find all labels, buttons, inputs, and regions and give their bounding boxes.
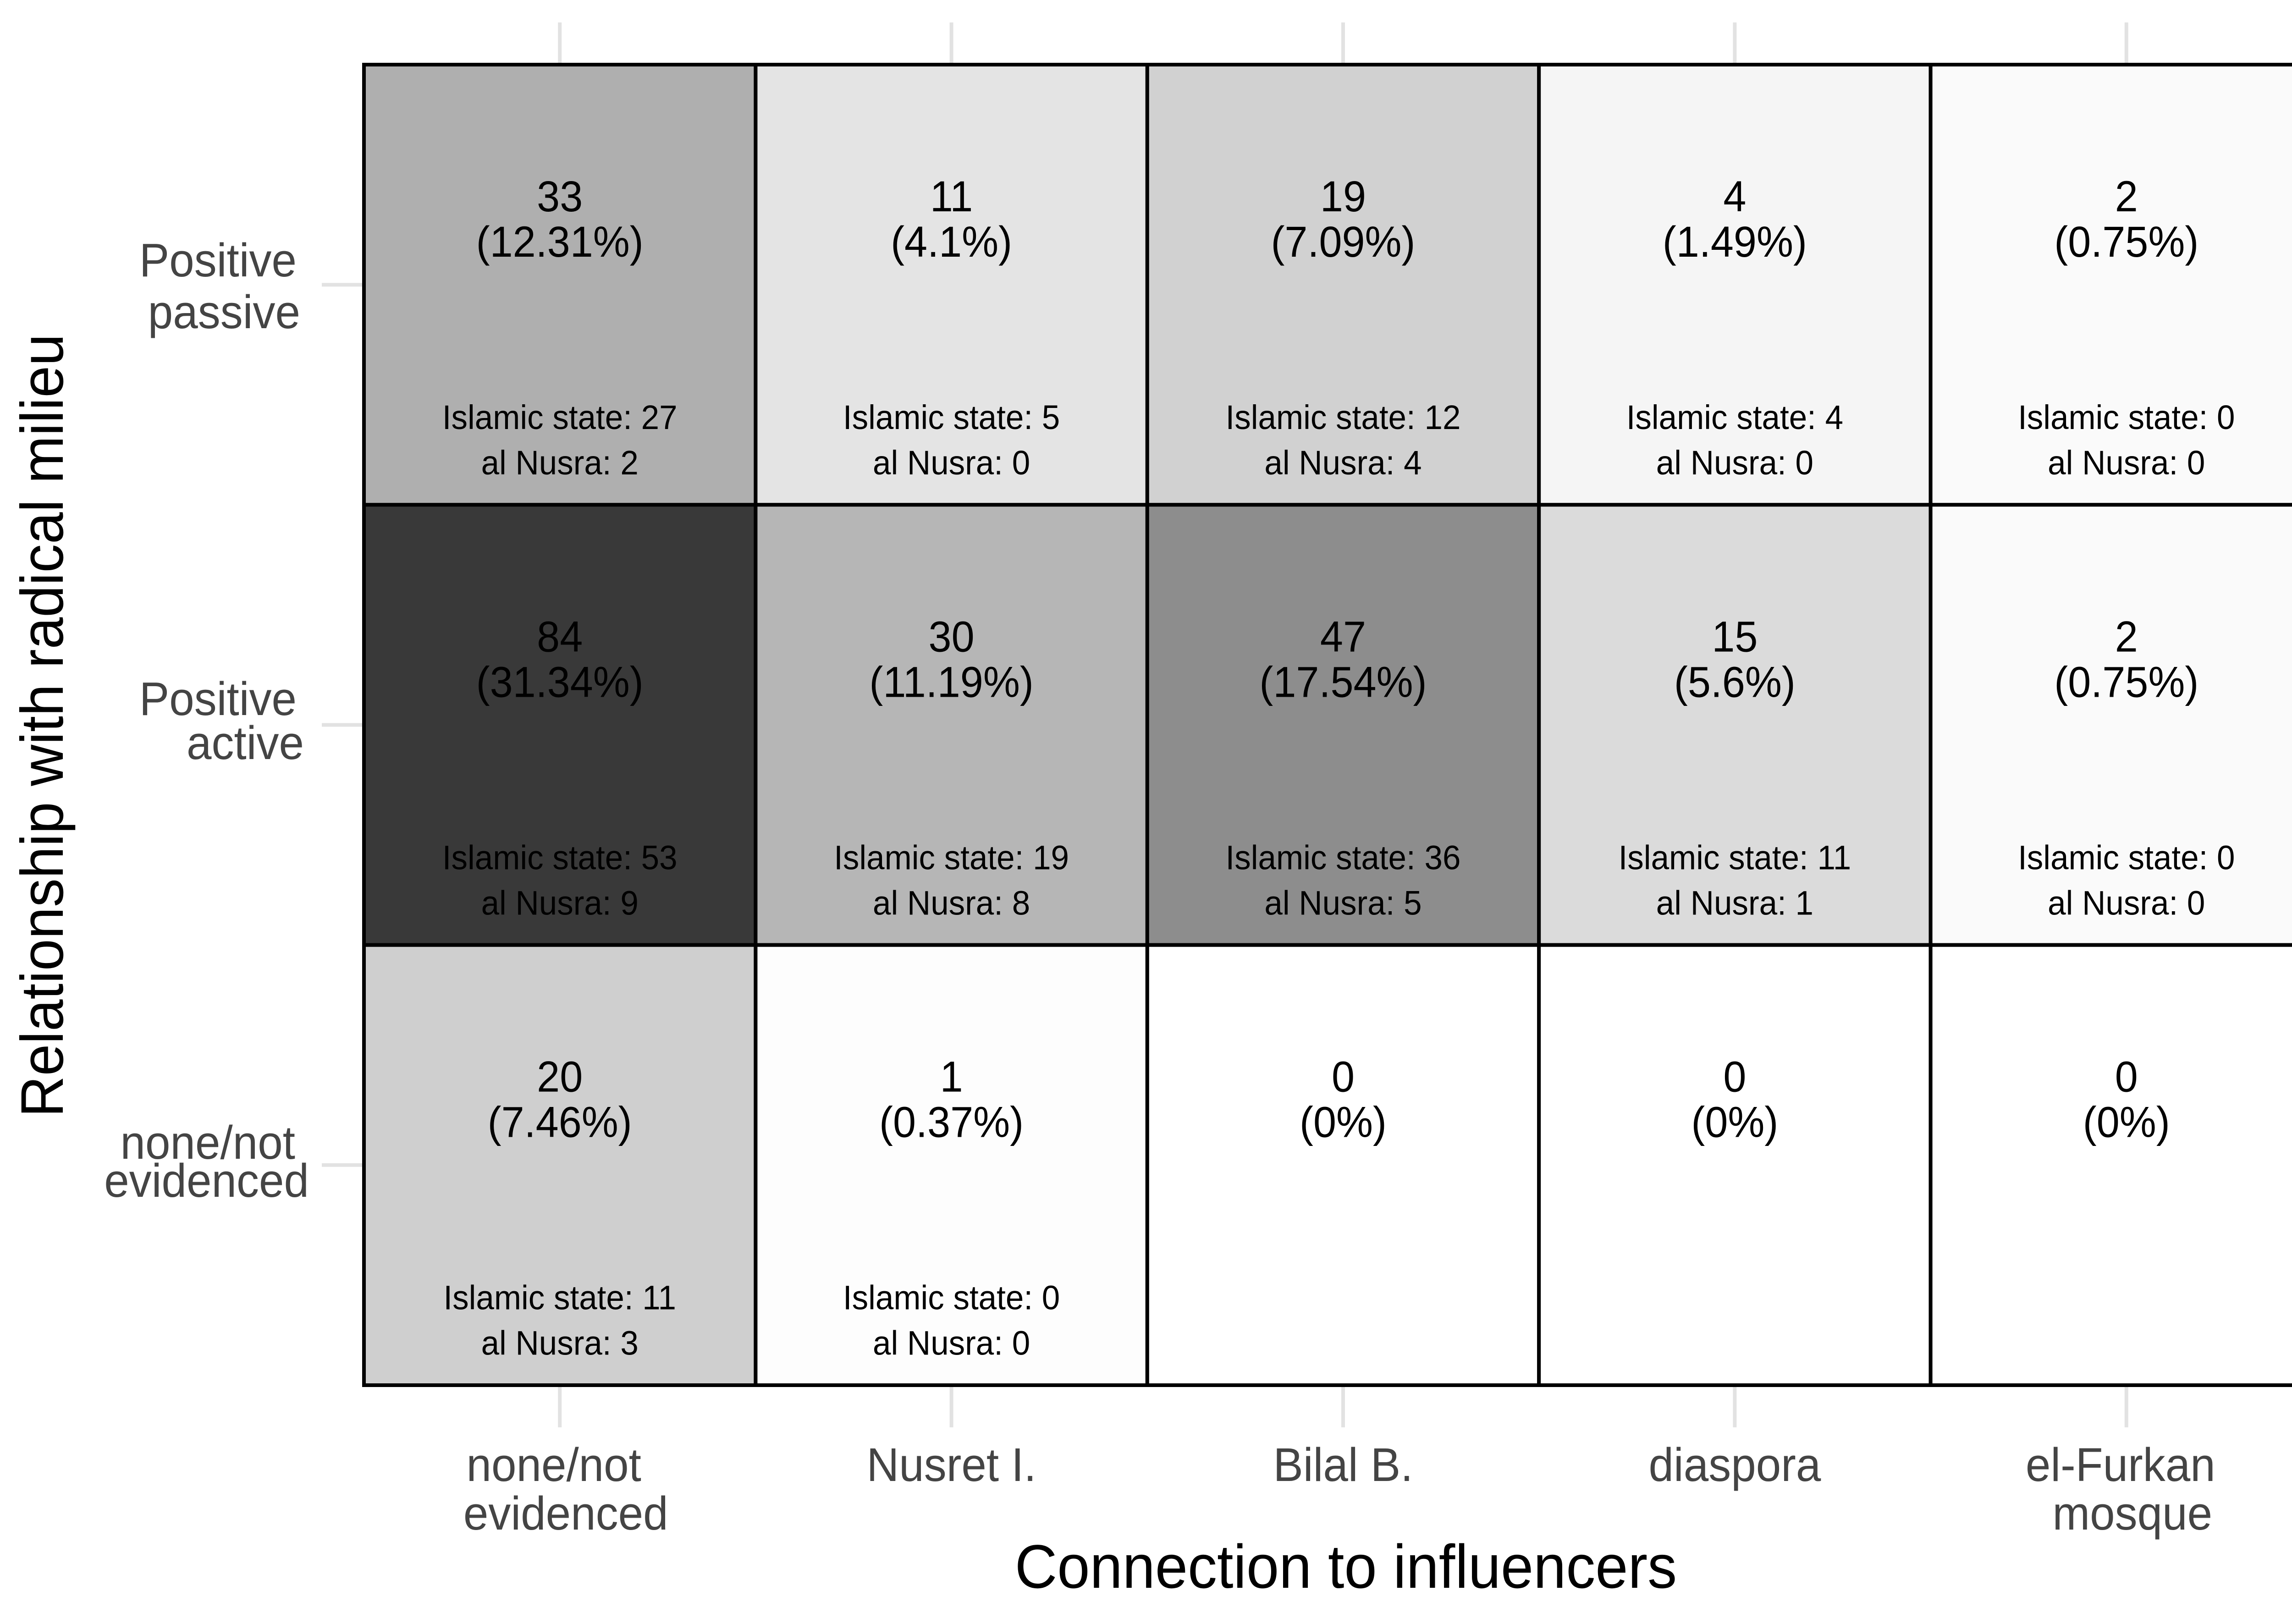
svg-text:none/not: none/not bbox=[121, 1117, 296, 1169]
svg-text:20: 20 bbox=[537, 1052, 583, 1101]
svg-text:47: 47 bbox=[1320, 612, 1366, 661]
svg-text:Islamic state: 53: Islamic state: 53 bbox=[442, 839, 678, 877]
svg-text:(0%): (0%) bbox=[1691, 1098, 1778, 1147]
svg-text:al Nusra: 0: al Nusra: 0 bbox=[2048, 444, 2205, 482]
svg-text:(12.31%): (12.31%) bbox=[476, 217, 644, 266]
svg-text:0: 0 bbox=[2115, 1052, 2138, 1101]
svg-text:(11.19%): (11.19%) bbox=[869, 657, 1033, 706]
svg-text:30: 30 bbox=[929, 612, 975, 661]
svg-text:2: 2 bbox=[2115, 612, 2138, 661]
svg-text:Islamic state: 11: Islamic state: 11 bbox=[1619, 839, 1851, 877]
svg-text:Islamic state: 0: Islamic state: 0 bbox=[843, 1279, 1060, 1317]
svg-text:4: 4 bbox=[1723, 172, 1746, 221]
svg-text:0: 0 bbox=[1723, 1052, 1746, 1101]
svg-text:al Nusra: 9: al Nusra: 9 bbox=[481, 884, 639, 922]
svg-text:al Nusra: 0: al Nusra: 0 bbox=[1656, 444, 1813, 482]
svg-text:Nusret I.: Nusret I. bbox=[866, 1439, 1036, 1492]
svg-text:2: 2 bbox=[2115, 172, 2138, 221]
svg-text:Islamic state: 0: Islamic state: 0 bbox=[2018, 839, 2235, 877]
svg-text:Positive: Positive bbox=[139, 673, 297, 726]
svg-text:(5.6%): (5.6%) bbox=[1674, 657, 1796, 706]
svg-text:Bilal B.: Bilal B. bbox=[1273, 1439, 1413, 1492]
svg-text:al Nusra: 4: al Nusra: 4 bbox=[1264, 444, 1421, 482]
svg-text:Islamic state: 0: Islamic state: 0 bbox=[2018, 398, 2235, 436]
svg-text:15: 15 bbox=[1712, 612, 1758, 661]
svg-text:Islamic state: 4: Islamic state: 4 bbox=[1626, 398, 1843, 436]
svg-text:Islamic state: 27: Islamic state: 27 bbox=[442, 398, 678, 436]
svg-text:al Nusra: 0: al Nusra: 0 bbox=[873, 1324, 1030, 1362]
svg-text:(17.54%): (17.54%) bbox=[1259, 657, 1427, 706]
svg-text:al Nusra: 0: al Nusra: 0 bbox=[873, 444, 1030, 482]
svg-text:al Nusra: 8: al Nusra: 8 bbox=[873, 884, 1030, 922]
svg-text:al Nusra: 5: al Nusra: 5 bbox=[1264, 884, 1421, 922]
svg-text:(1.49%): (1.49%) bbox=[1663, 217, 1807, 266]
svg-text:Islamic state: 36: Islamic state: 36 bbox=[1226, 839, 1461, 877]
svg-text:al Nusra: 2: al Nusra: 2 bbox=[481, 444, 639, 482]
svg-text:al Nusra: 3: al Nusra: 3 bbox=[481, 1324, 639, 1362]
svg-text:Islamic state: 5: Islamic state: 5 bbox=[843, 398, 1060, 436]
svg-text:Positive: Positive bbox=[139, 234, 297, 287]
svg-text:33: 33 bbox=[537, 172, 583, 221]
svg-text:al Nusra: 1: al Nusra: 1 bbox=[1656, 884, 1813, 922]
svg-text:(7.09%): (7.09%) bbox=[1271, 217, 1415, 266]
svg-text:(0.75%): (0.75%) bbox=[2054, 657, 2198, 706]
svg-text:mosque: mosque bbox=[2052, 1487, 2212, 1540]
svg-text:al Nusra: 0: al Nusra: 0 bbox=[2048, 884, 2205, 922]
svg-text:diaspora: diaspora bbox=[1648, 1439, 1821, 1492]
svg-text:(0.37%): (0.37%) bbox=[879, 1098, 1024, 1147]
svg-text:Relationship with radical mili: Relationship with radical milieu bbox=[9, 334, 76, 1117]
svg-text:(0%): (0%) bbox=[1300, 1098, 1387, 1147]
svg-text:evidenced: evidenced bbox=[463, 1487, 668, 1540]
svg-text:passive: passive bbox=[148, 286, 300, 339]
svg-text:active: active bbox=[187, 717, 304, 770]
svg-text:(7.46%): (7.46%) bbox=[488, 1098, 632, 1147]
svg-text:0: 0 bbox=[1332, 1052, 1355, 1101]
svg-text:none/not: none/not bbox=[466, 1439, 641, 1492]
svg-text:1: 1 bbox=[940, 1052, 963, 1101]
svg-text:Connection to influencers: Connection to influencers bbox=[1015, 1532, 1677, 1601]
svg-text:19: 19 bbox=[1320, 172, 1366, 221]
svg-text:Islamic state: 11: Islamic state: 11 bbox=[443, 1279, 676, 1317]
svg-text:el-Furkan: el-Furkan bbox=[2026, 1439, 2215, 1492]
svg-text:Islamic state: 19: Islamic state: 19 bbox=[834, 839, 1069, 877]
svg-text:evidenced: evidenced bbox=[104, 1155, 309, 1207]
svg-text:(0.75%): (0.75%) bbox=[2054, 217, 2198, 266]
svg-text:(0%): (0%) bbox=[2083, 1098, 2170, 1147]
svg-text:Islamic state: 12: Islamic state: 12 bbox=[1226, 398, 1461, 436]
svg-text:11: 11 bbox=[930, 172, 973, 221]
svg-text:(4.1%): (4.1%) bbox=[891, 217, 1012, 266]
svg-text:84: 84 bbox=[537, 612, 583, 661]
svg-text:(31.34%): (31.34%) bbox=[476, 657, 644, 706]
